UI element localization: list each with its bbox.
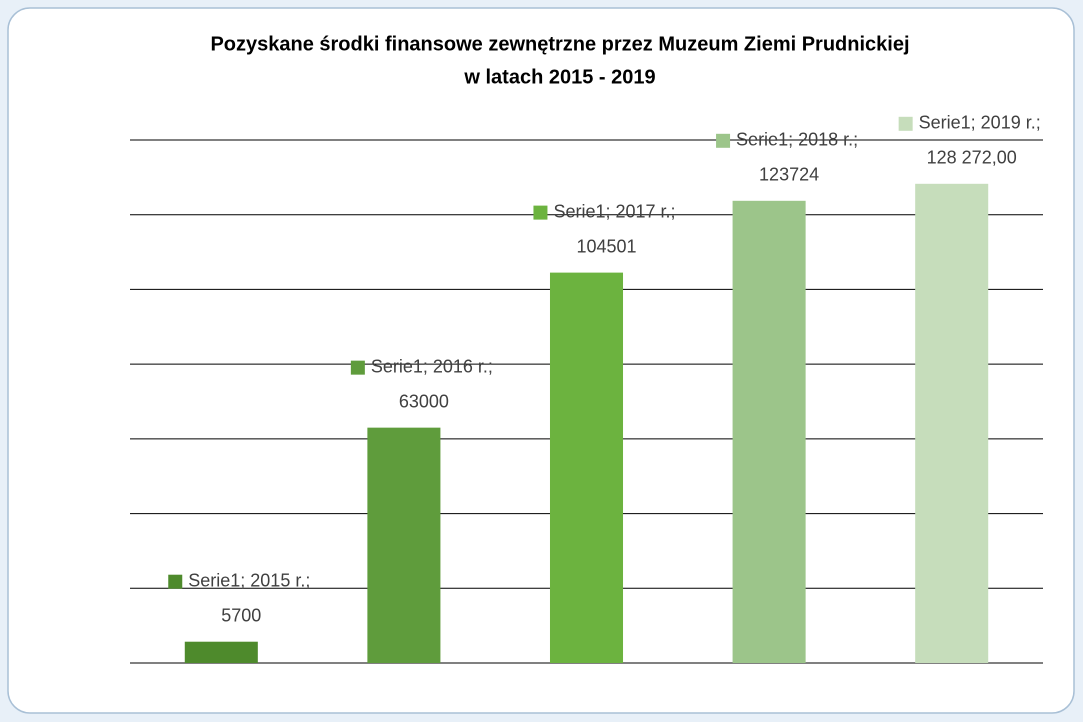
data-label: 128 272,00 — [927, 148, 1017, 168]
legend-key — [716, 133, 731, 148]
legend-key — [350, 360, 365, 375]
bar — [732, 200, 806, 663]
legend-key — [533, 205, 548, 220]
bar — [915, 183, 989, 664]
data-label: Serie1; 2018 r.; — [736, 130, 858, 150]
data-label: Serie1; 2016 r.; — [371, 356, 493, 376]
chart-frame — [7, 7, 1075, 714]
chart-subtitle: w latach 2015 - 2019 — [463, 66, 655, 88]
data-label: 5700 — [221, 605, 261, 625]
chart-title: Pozyskane środki finansowe zewnętrzne pr… — [210, 33, 909, 55]
bar — [184, 641, 258, 663]
legend-key — [898, 116, 913, 131]
data-label: Serie1; 2015 r.; — [188, 570, 310, 590]
data-label: Serie1; 2017 r.; — [553, 201, 675, 221]
bar — [367, 427, 441, 663]
data-label: Serie1; 2019 r.; — [919, 113, 1041, 133]
data-label: 63000 — [399, 391, 449, 411]
data-label: 123724 — [759, 165, 819, 185]
bar — [549, 272, 624, 663]
legend-key — [168, 574, 183, 589]
data-label: 104501 — [576, 236, 636, 256]
